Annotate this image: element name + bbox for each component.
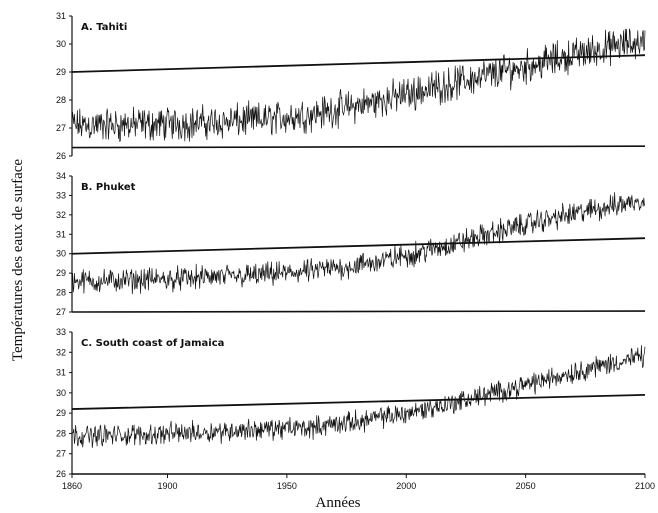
y-tick-label: 27 <box>56 307 66 317</box>
panel-1: 26 27 28 29 30 31 A. Tahiti <box>56 11 646 161</box>
series-line <box>71 192 646 295</box>
x-axis-label: Années <box>316 495 361 511</box>
chart-panels: 26 27 28 29 30 31 A. Tahiti 27 28 29 30 31 32 33 34 B. … <box>56 11 655 491</box>
y-tick-label: 28 <box>56 95 66 105</box>
threshold-line <box>71 237 646 255</box>
x-tick-label: 2050 <box>516 481 536 491</box>
x-tick-label: 1860 <box>62 481 82 491</box>
y-tick-label: 31 <box>56 229 66 239</box>
y-tick-label: 33 <box>56 327 66 337</box>
panel-2: 27 28 29 30 31 32 33 34 B. Phuket <box>56 171 646 317</box>
y-tick-label: 30 <box>56 39 66 49</box>
y-tick-label: 33 <box>56 190 66 200</box>
y-tick-label: 26 <box>56 469 66 479</box>
y-tick-label: 29 <box>56 408 66 418</box>
x-tick-label: 1950 <box>277 481 297 491</box>
y-tick-label: 29 <box>56 268 66 278</box>
panel-title: A. Tahiti <box>81 22 127 33</box>
y-tick-label: 28 <box>56 288 66 298</box>
series-line <box>71 28 646 143</box>
series-line <box>71 345 646 448</box>
y-tick-label: 30 <box>56 249 66 259</box>
y-tick-label: 30 <box>56 388 66 398</box>
y-tick-label: 29 <box>56 67 66 77</box>
y-tick-label: 32 <box>56 210 66 220</box>
y-tick-label: 27 <box>56 123 66 133</box>
y-axis-label: Températures des eaux de surface <box>10 159 26 362</box>
panel-title: B. Phuket <box>81 182 136 193</box>
y-tick-label: 27 <box>56 449 66 459</box>
baseline-line <box>71 310 646 313</box>
y-tick-label: 31 <box>56 368 66 378</box>
x-tick-label: 1900 <box>157 481 177 491</box>
x-tick-label: 2000 <box>396 481 416 491</box>
baseline-line <box>71 145 646 149</box>
y-tick-label: 31 <box>56 11 66 21</box>
threshold-line <box>71 54 646 73</box>
panel-3: 26 27 28 29 30 31 32 33 C. South coast of Jamaic… <box>56 327 655 491</box>
y-tick-label: 34 <box>56 171 66 181</box>
x-tick-label: 2100 <box>635 481 655 491</box>
y-tick-label: 32 <box>56 347 66 357</box>
threshold-line <box>71 393 646 410</box>
y-tick-label: 28 <box>56 428 66 438</box>
panel-title: C. South coast of Jamaica <box>81 338 224 349</box>
y-tick-label: 26 <box>56 151 66 161</box>
